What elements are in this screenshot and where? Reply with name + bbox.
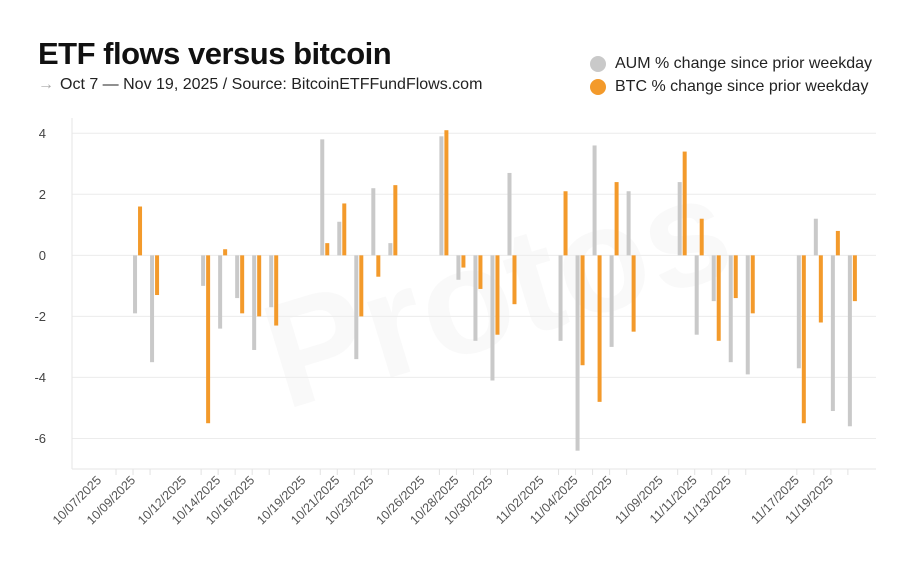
aum-bar <box>796 255 801 369</box>
btc-bar <box>359 255 364 317</box>
legend-label-aum: AUM % change since prior weekday <box>615 54 873 72</box>
btc-bar <box>512 255 517 305</box>
btc-bar <box>631 255 636 332</box>
aum-bar <box>847 255 852 427</box>
btc-bar <box>733 255 738 299</box>
btc-bar <box>563 191 568 256</box>
aum-bar <box>354 255 359 360</box>
aum-bar <box>150 255 155 363</box>
aum-bar <box>473 255 478 341</box>
btc-bar <box>495 255 500 335</box>
aum-bar <box>235 255 240 299</box>
aum-bar <box>830 255 835 412</box>
aum-bar <box>490 255 495 381</box>
aum-bar <box>609 255 614 347</box>
aum-bar <box>813 218 818 256</box>
aum-bar <box>728 255 733 363</box>
aum-bar <box>371 188 376 256</box>
aum-bar <box>337 221 342 256</box>
y-tick-label: 2 <box>39 187 46 202</box>
aum-bar <box>694 255 699 335</box>
y-tick-label: -6 <box>34 431 46 446</box>
legend: AUM % change since prior weekday BTC % c… <box>590 52 872 98</box>
aum-bar <box>388 243 393 256</box>
chart-subtitle: → Oct 7 — Nov 19, 2025 / Source: BitcoinE… <box>38 76 482 94</box>
aum-bar <box>320 139 325 256</box>
aum-bar <box>201 255 206 286</box>
btc-bar <box>801 255 806 424</box>
btc-bar <box>206 255 211 424</box>
y-tick-label: 0 <box>39 248 46 263</box>
aum-bar <box>592 145 597 256</box>
legend-item-btc: BTC % change since prior weekday <box>590 75 872 98</box>
arrow-right-icon: → <box>38 76 54 93</box>
aum-bar <box>711 255 716 302</box>
aum-bar <box>626 191 631 256</box>
btc-bar <box>478 255 483 289</box>
legend-swatch-btc <box>590 78 606 95</box>
btc-bar <box>444 130 449 256</box>
aum-bar <box>252 255 257 350</box>
btc-bar <box>597 255 602 402</box>
btc-bar <box>138 206 143 256</box>
btc-bar <box>461 255 466 268</box>
btc-bar <box>325 243 330 256</box>
btc-bar <box>257 255 262 317</box>
btc-bar <box>835 230 840 256</box>
btc-bar <box>716 255 721 341</box>
aum-bar <box>456 255 461 280</box>
legend-item-aum: AUM % change since prior weekday <box>590 52 872 75</box>
aum-bar <box>507 172 512 256</box>
btc-bar <box>376 255 381 277</box>
aum-bar <box>677 182 682 256</box>
aum-bar <box>558 255 563 341</box>
btc-bar <box>852 255 857 302</box>
aum-bar <box>269 255 274 308</box>
btc-bar <box>750 255 755 314</box>
btc-bar <box>699 218 704 256</box>
aum-bar <box>218 255 223 329</box>
aum-bar <box>745 255 750 375</box>
legend-label-btc: BTC % change since prior weekday <box>615 77 869 95</box>
aum-bar <box>439 136 444 256</box>
aum-bar <box>575 255 580 451</box>
y-tick-label: -2 <box>34 309 46 324</box>
y-tick-label: -4 <box>34 370 46 385</box>
btc-bar <box>274 255 279 326</box>
btc-bar <box>342 203 347 256</box>
btc-bar <box>818 255 823 323</box>
aum-bar <box>133 255 138 314</box>
chart-title: ETF flows versus bitcoin <box>38 36 392 71</box>
legend-swatch-aum <box>590 55 606 72</box>
btc-bar <box>682 151 687 256</box>
btc-bar <box>223 249 228 256</box>
btc-bar <box>155 255 160 296</box>
btc-bar <box>580 255 585 366</box>
btc-bar <box>614 182 619 256</box>
subtitle-text: Oct 7 — Nov 19, 2025 / Source: BitcoinET… <box>60 76 483 93</box>
btc-bar <box>240 255 245 314</box>
y-tick-label: 4 <box>39 126 46 141</box>
btc-bar <box>393 185 398 256</box>
